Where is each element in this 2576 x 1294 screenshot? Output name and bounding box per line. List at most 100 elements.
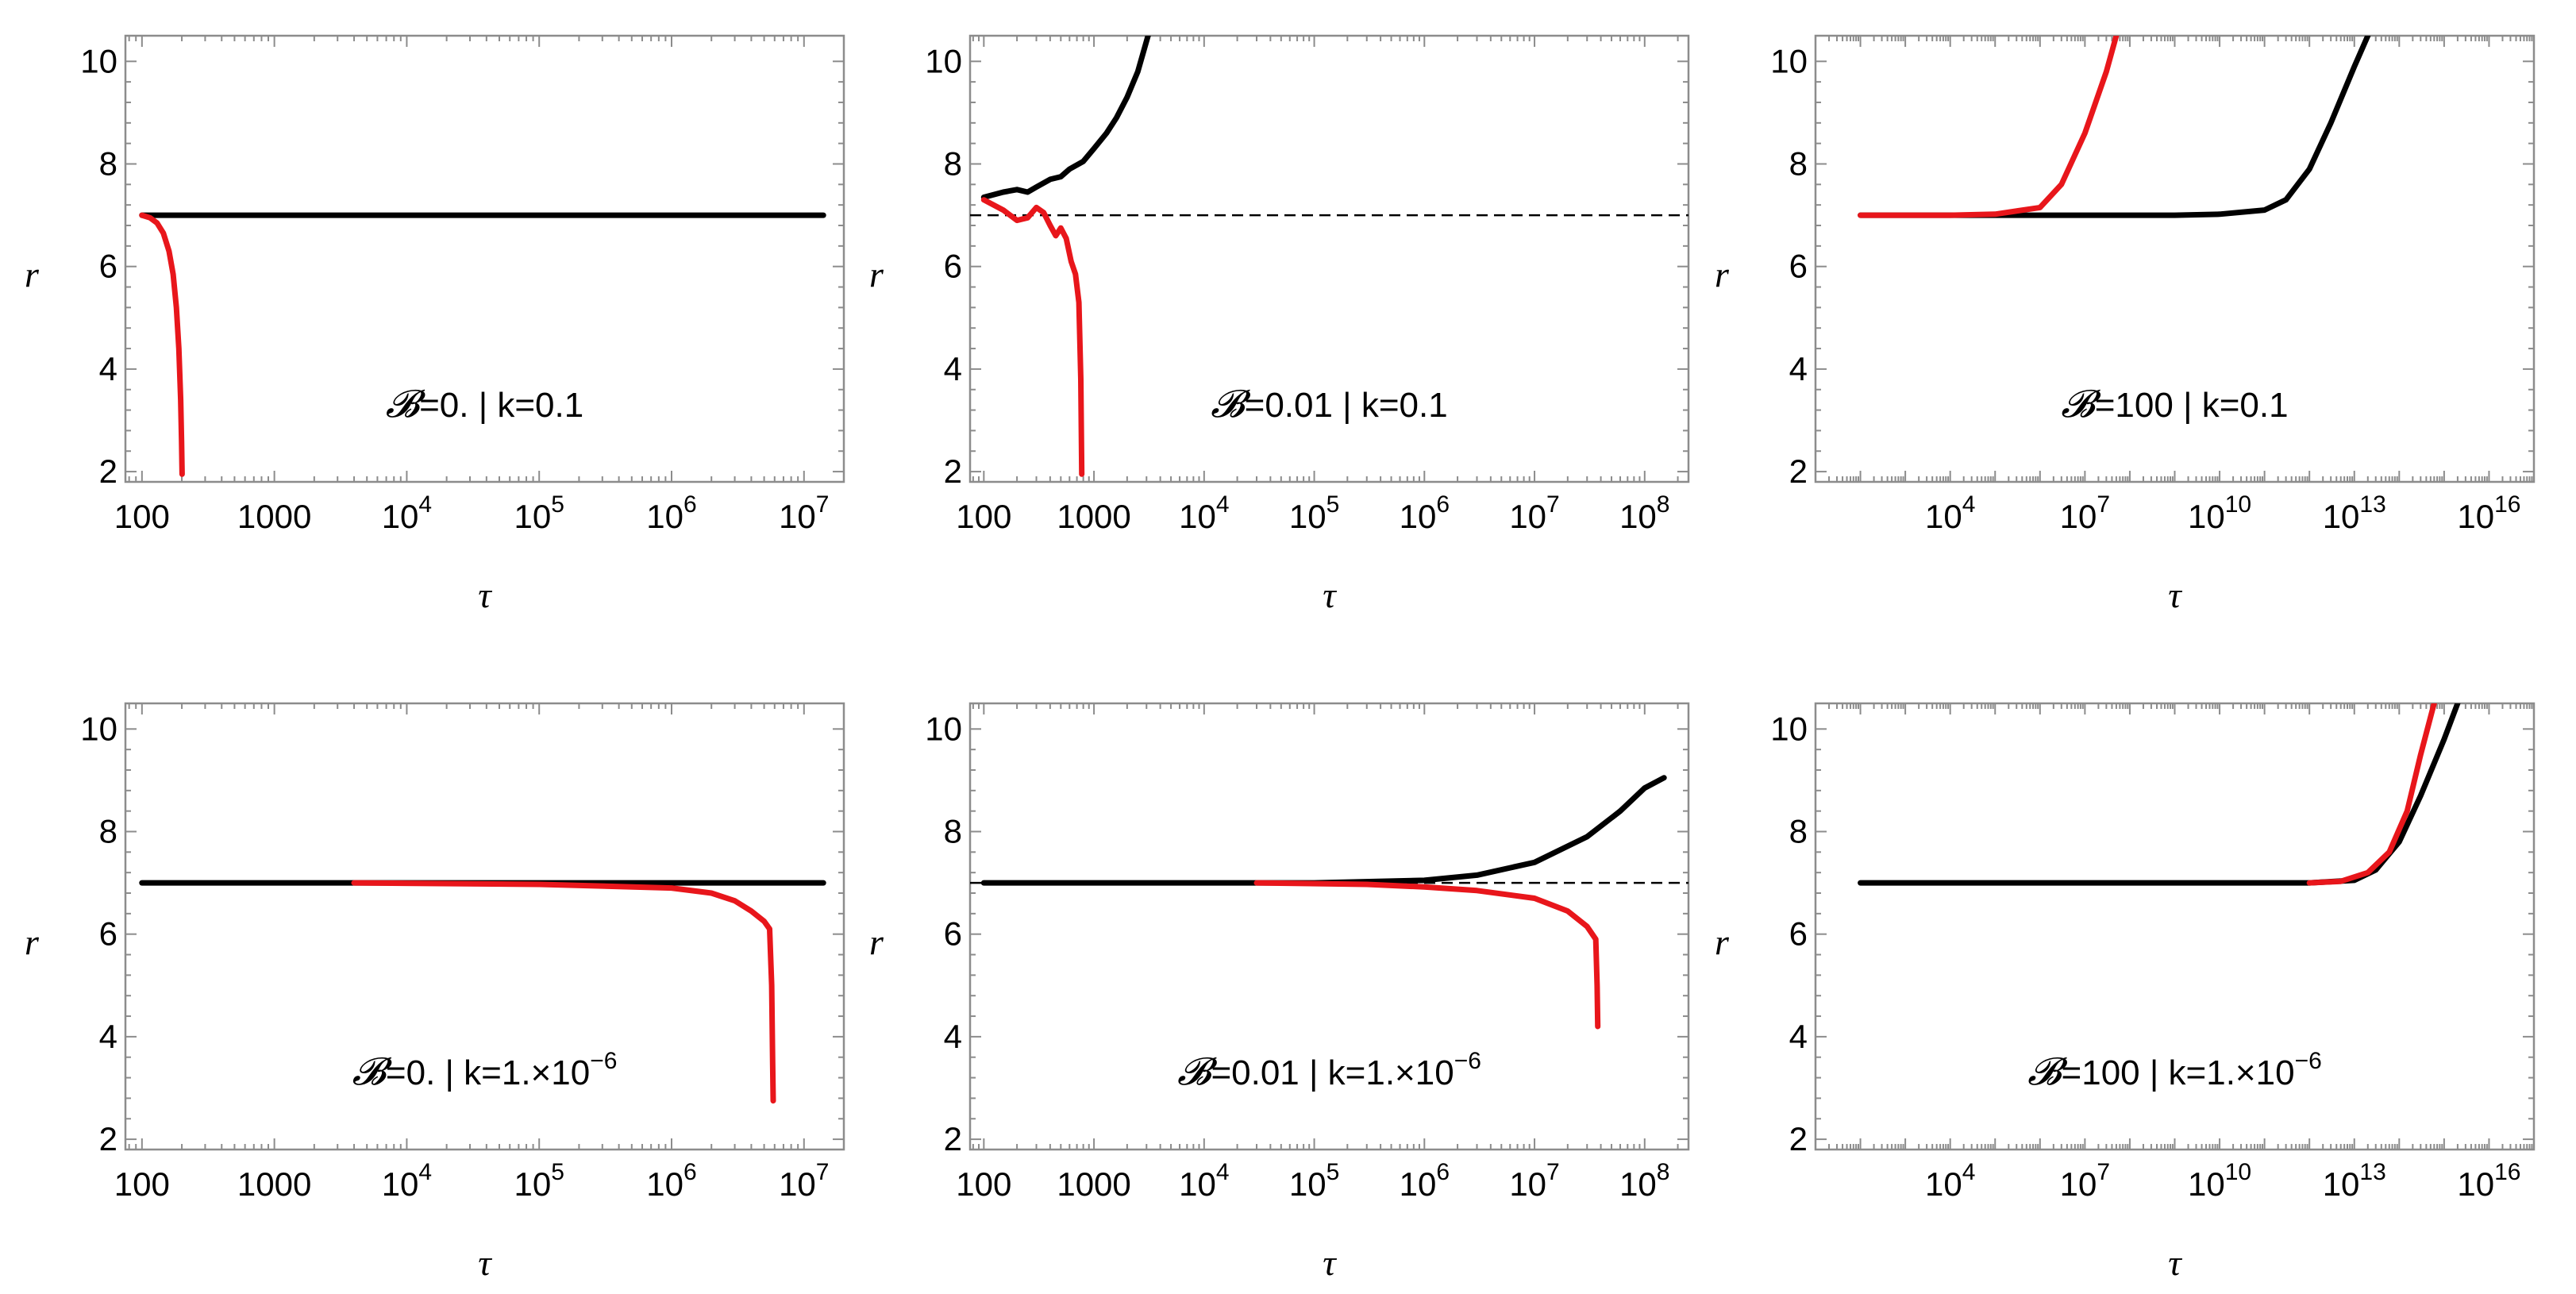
panel-bottom-left: 2 4 6 8 10 100 1000 104 105 106 107 τ r 𝓑=0. | k=1.×1… (25, 702, 845, 1283)
panel-top-left: 2 4 6 8 10 100 1000 104 105 106 107 τ r 𝓑=0. | k=0.1 (25, 34, 845, 615)
panel-annotation: 𝓑=0. | k=0.1 (386, 383, 583, 426)
x-tick-label: 106 (1400, 1159, 1450, 1203)
series-line-red (139, 212, 185, 477)
y-axis-label: r (869, 254, 884, 295)
y-tick-label: 6 (99, 915, 117, 953)
x-tick-label: 1013 (2323, 491, 2386, 535)
series-line-black (980, 775, 1667, 886)
y-axis-label: r (1715, 922, 1730, 962)
y-tick-label: 10 (1770, 710, 1808, 747)
plot-frame (124, 702, 845, 1151)
x-tick-label: 107 (779, 1159, 829, 1203)
x-tick-label: 107 (2060, 491, 2110, 535)
y-tick-label: 10 (925, 710, 962, 747)
x-tick-label: 104 (1179, 1159, 1229, 1203)
panel-annotation: 𝓑=0. | k=1.×10−6 (352, 1048, 618, 1093)
y-axis-label: r (869, 922, 884, 962)
x-tick-label: 1016 (2457, 1159, 2520, 1203)
panel-annotation: 𝓑=0.01 | k=0.1 (1211, 383, 1447, 426)
y-axis-label: r (1715, 254, 1730, 295)
x-tick-label: 106 (646, 1159, 696, 1203)
x-tick-label: 105 (1289, 491, 1339, 535)
y-tick-label: 6 (99, 248, 117, 285)
x-tick-label: 104 (382, 491, 432, 535)
x-tick-label: 1000 (237, 1165, 311, 1203)
x-tick-label: 107 (1509, 491, 1559, 535)
y-tick-label: 10 (80, 710, 117, 747)
y-tick-label: 10 (80, 42, 117, 79)
panel-annotation: 𝓑=100 | k=0.1 (2061, 383, 2288, 426)
y-axis-label: r (25, 254, 40, 295)
x-tick-label: 1016 (2457, 491, 2520, 535)
x-tick-label: 107 (2060, 1159, 2110, 1203)
x-axis-label: τ (478, 575, 492, 615)
y-tick-label: 10 (925, 42, 962, 79)
x-axis-label: τ (2168, 575, 2182, 615)
x-tick-label: 104 (1925, 1159, 1975, 1203)
y-axis-label: r (25, 922, 40, 962)
x-tick-label: 104 (1179, 491, 1229, 535)
x-tick-label: 105 (514, 1159, 564, 1203)
y-tick-label: 2 (99, 1120, 117, 1157)
panel-annotation: 𝓑=100 | k=1.×10−6 (2027, 1048, 2322, 1093)
x-tick-label: 1000 (1057, 1165, 1130, 1203)
series-line-red (1253, 880, 1601, 1030)
x-tick-label: 100 (114, 1165, 170, 1203)
y-tick-label: 2 (944, 453, 962, 490)
panel-annotation: 𝓑=0.01 | k=1.×10−6 (1177, 1048, 1481, 1093)
x-axis-label: τ (1323, 1242, 1337, 1283)
y-tick-label: 2 (944, 1120, 962, 1157)
x-tick-label: 1013 (2323, 1159, 2386, 1203)
series-line-red (351, 880, 776, 1104)
x-axis-label: τ (1323, 575, 1337, 615)
y-tick-label: 4 (99, 1018, 117, 1055)
x-tick-label: 100 (956, 498, 1011, 535)
y-tick-label: 6 (1789, 915, 1808, 953)
y-tick-label: 4 (944, 350, 962, 387)
x-tick-label: 1000 (237, 498, 311, 535)
y-tick-label: 8 (944, 144, 962, 182)
x-axis-label: τ (2168, 1242, 2182, 1283)
x-tick-label: 1000 (1057, 498, 1130, 535)
x-tick-label: 1010 (2188, 491, 2251, 535)
x-tick-label: 108 (1619, 491, 1669, 535)
panel-top-right: 2 4 6 8 10 104 107 1010 1013 1016 τ r 𝓑=100 | k=0.1 (1715, 34, 2536, 615)
y-tick-label: 8 (99, 144, 117, 182)
x-tick-label: 107 (779, 491, 829, 535)
plot-frame (968, 702, 1690, 1151)
x-tick-label: 105 (1289, 1159, 1339, 1203)
series-line-black (1858, 36, 2371, 218)
plot-frame (124, 34, 845, 483)
x-tick-label: 105 (514, 491, 564, 535)
x-tick-label: 100 (956, 1165, 1011, 1203)
series-line-black (1858, 703, 2461, 886)
y-tick-label: 2 (1789, 453, 1808, 490)
x-tick-label: 106 (646, 491, 696, 535)
x-tick-label: 100 (114, 498, 170, 535)
y-tick-label: 8 (944, 812, 962, 849)
y-tick-label: 6 (944, 248, 962, 285)
y-tick-label: 8 (1789, 812, 1808, 849)
y-tick-label: 4 (1789, 350, 1808, 387)
x-tick-label: 104 (1925, 491, 1975, 535)
x-tick-label: 106 (1400, 491, 1450, 535)
panel-bottom-middle: 2 4 6 8 10 100 1000 104 105 106 107 108 τ r 𝓑=0.01 | k… (869, 702, 1690, 1283)
plot-frame (968, 34, 1690, 483)
y-tick-label: 2 (1789, 1120, 1808, 1157)
x-tick-label: 104 (382, 1159, 432, 1203)
x-tick-label: 108 (1619, 1159, 1669, 1203)
y-tick-label: 4 (99, 350, 117, 387)
y-tick-label: 10 (1770, 42, 1808, 79)
series-line-red (2306, 703, 2437, 886)
y-tick-label: 4 (944, 1018, 962, 1055)
y-tick-label: 4 (1789, 1018, 1808, 1055)
series-line-black (980, 36, 1151, 200)
x-tick-label: 1010 (2188, 1159, 2251, 1203)
y-tick-label: 2 (99, 453, 117, 490)
series-line-red (980, 197, 1085, 477)
y-tick-label: 8 (1789, 144, 1808, 182)
panel-bottom-right: 2 4 6 8 10 104 107 1010 1013 1016 τ r 𝓑=100 | k=1.×1… (1715, 702, 2536, 1283)
series-line-red (1858, 36, 2120, 218)
x-tick-label: 107 (1509, 1159, 1559, 1203)
